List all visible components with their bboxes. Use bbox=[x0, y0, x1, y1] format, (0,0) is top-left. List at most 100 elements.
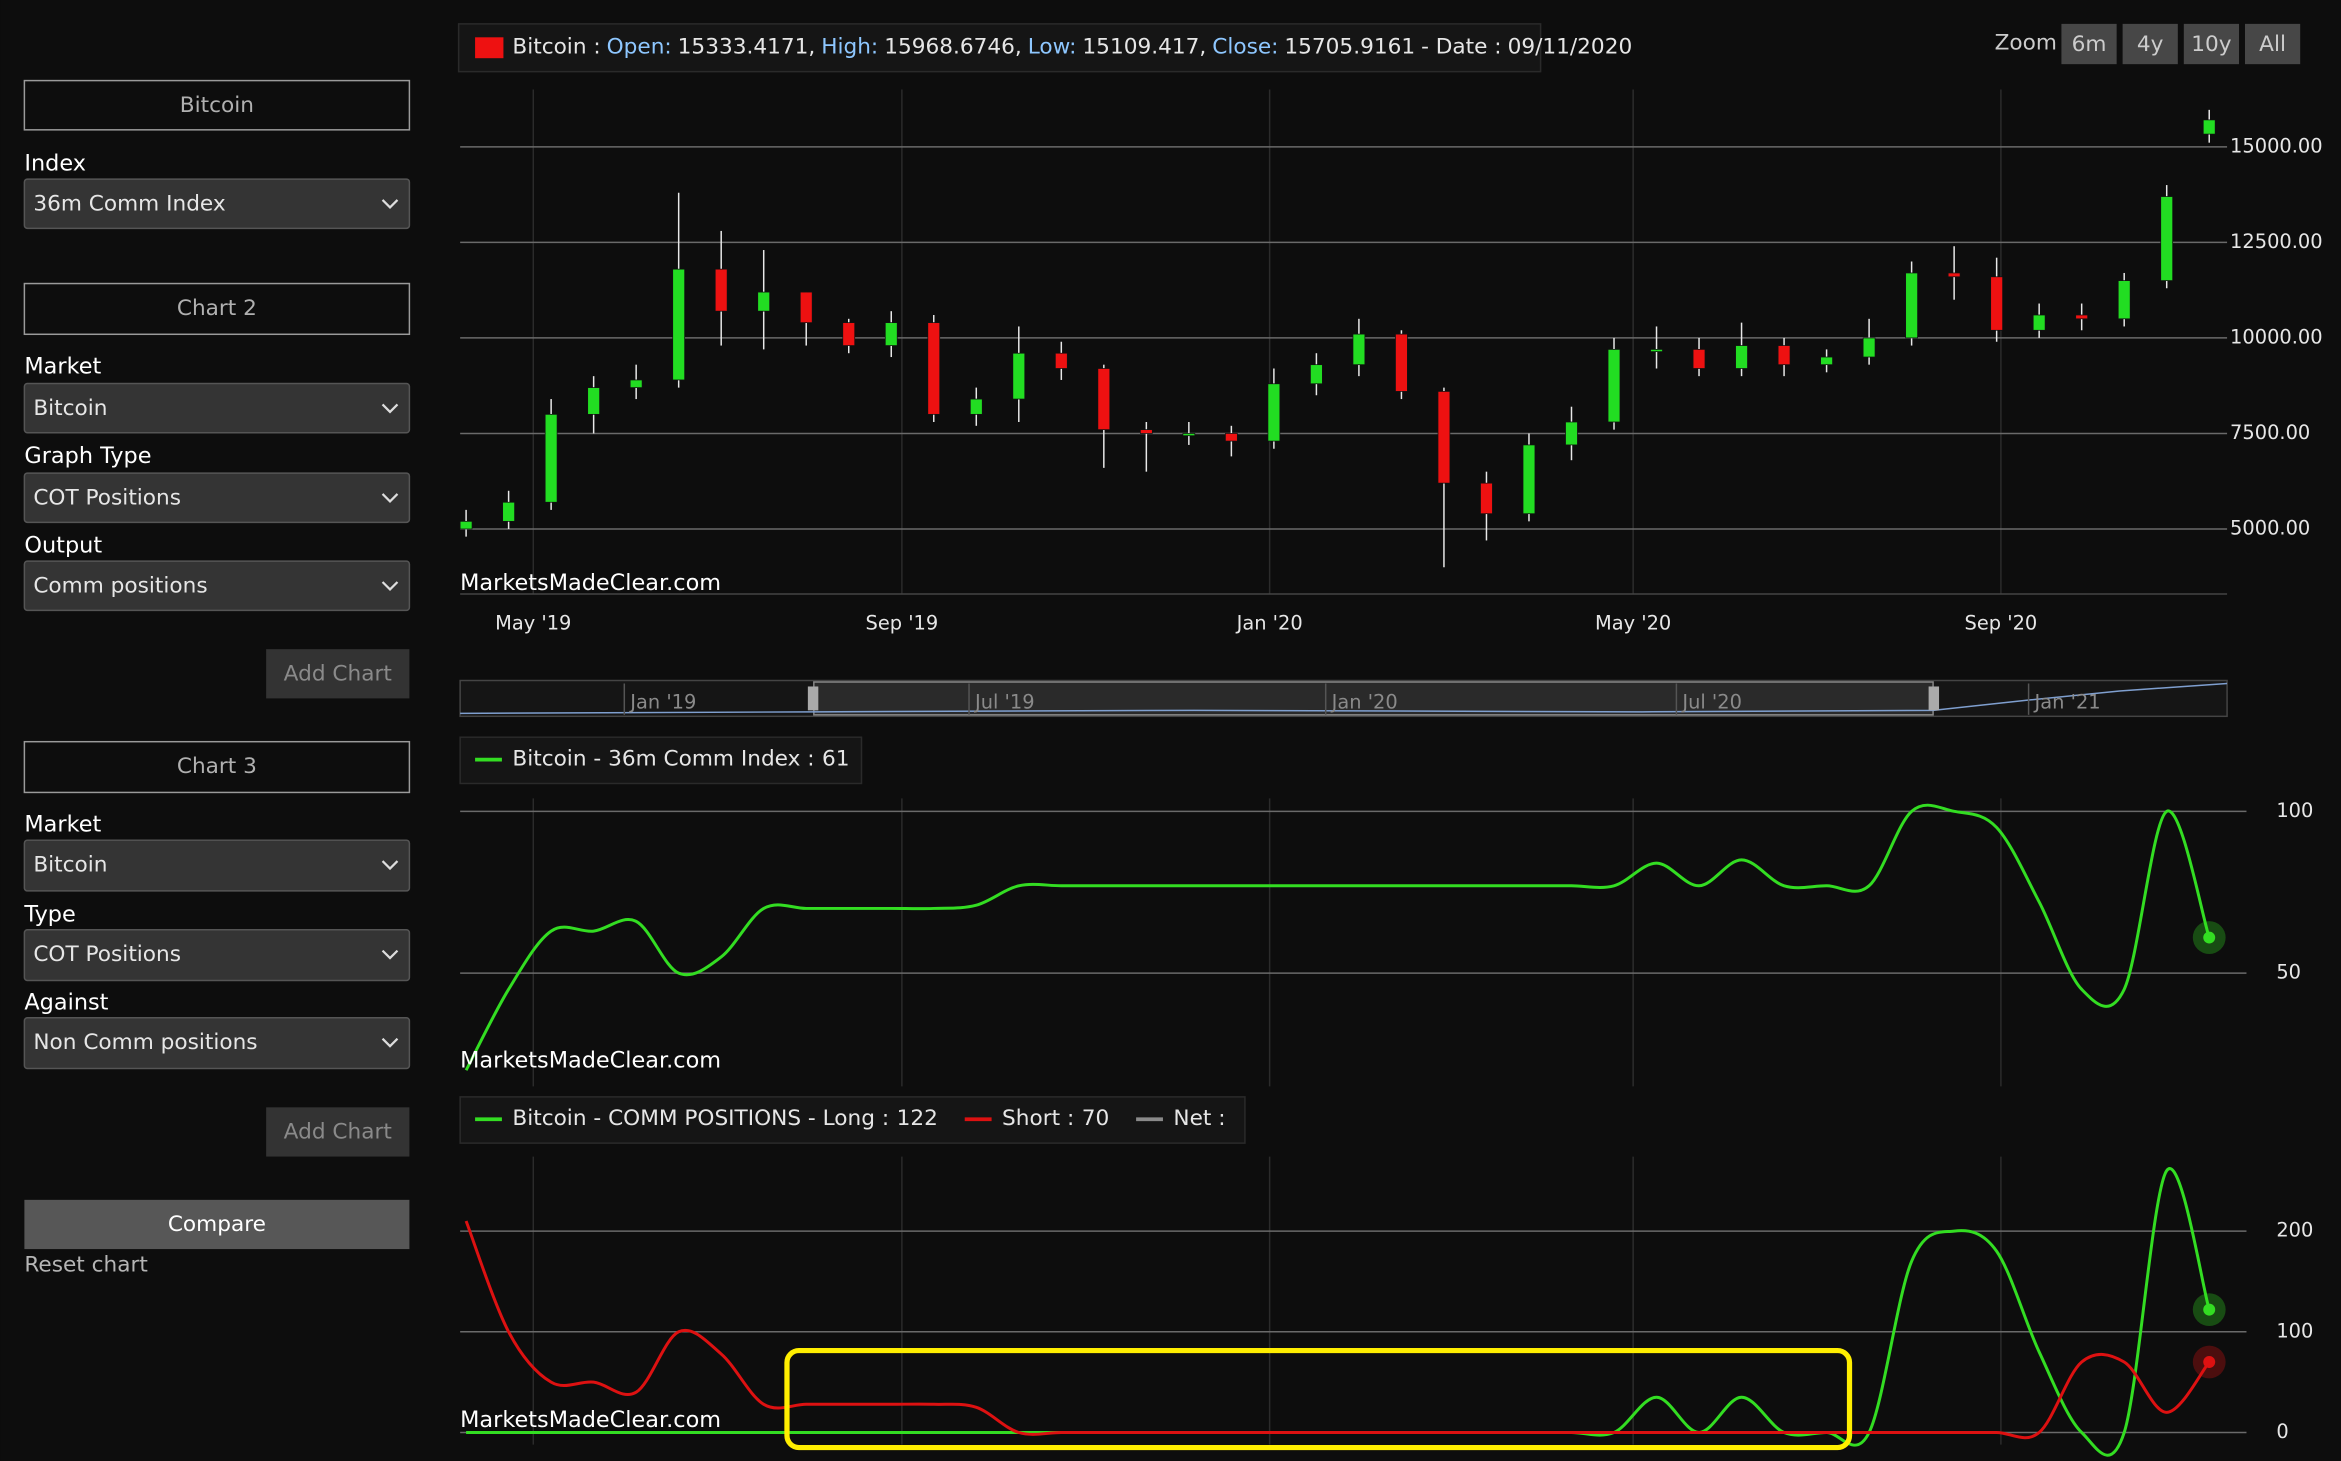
zoom-button[interactable]: All bbox=[2244, 23, 2301, 65]
dropdown[interactable]: Non Comm positions bbox=[23, 1017, 411, 1070]
dropdown-box[interactable] bbox=[23, 472, 411, 524]
button-box[interactable] bbox=[266, 1107, 410, 1157]
candle-body bbox=[1820, 356, 1833, 366]
dropdown-box[interactable] bbox=[23, 382, 411, 434]
button-label[interactable]: Add Chart bbox=[284, 662, 392, 687]
button-box[interactable] bbox=[266, 649, 410, 699]
chevron[interactable] bbox=[381, 1037, 399, 1048]
candle-body bbox=[1054, 352, 1068, 369]
navigator-handle[interactable] bbox=[1928, 686, 1940, 711]
button-label[interactable]: Add Chart bbox=[284, 1120, 392, 1145]
candle-body bbox=[1225, 433, 1238, 442]
candle-body bbox=[1182, 433, 1196, 437]
open-label: Open: bbox=[607, 35, 672, 60]
dropdown-value[interactable]: COT Positions bbox=[33, 485, 181, 510]
y-tick-label: 7500.00 bbox=[2230, 421, 2310, 444]
dropdown[interactable]: Bitcoin bbox=[23, 382, 411, 434]
chart-title-box bbox=[23, 79, 411, 131]
dropdown-value[interactable]: 36m Comm Index bbox=[33, 191, 226, 216]
dropdown-value[interactable]: Non Comm positions bbox=[33, 1030, 257, 1055]
y-tick-label: 0 bbox=[2276, 1420, 2288, 1443]
button-box[interactable] bbox=[2183, 23, 2240, 65]
y-tick-label: 15000.00 bbox=[2230, 134, 2323, 157]
dropdown-box[interactable] bbox=[23, 560, 411, 612]
y-tick-label: 10000.00 bbox=[2230, 325, 2323, 348]
candle-body bbox=[969, 398, 983, 415]
navigator-line bbox=[460, 682, 2228, 715]
chevron[interactable] bbox=[381, 860, 399, 871]
zoom-button[interactable]: 4y bbox=[2122, 23, 2178, 65]
candle-body bbox=[1480, 482, 1493, 515]
button-label[interactable]: 6m bbox=[2072, 32, 2107, 57]
navigator-handle[interactable] bbox=[807, 686, 819, 711]
watermark: MarketsMadeClear.com bbox=[460, 1048, 721, 1074]
candle-body bbox=[799, 291, 813, 324]
candle-body bbox=[1139, 429, 1153, 434]
zoom-button[interactable]: 6m bbox=[2061, 23, 2117, 65]
add-chart-button[interactable]: Add Chart bbox=[266, 1107, 410, 1157]
reset-link[interactable]: Reset chart bbox=[24, 1253, 147, 1278]
candle-body bbox=[1777, 345, 1791, 366]
compare-button[interactable]: Compare bbox=[24, 1199, 410, 1250]
dropdown[interactable]: 36m Comm Index bbox=[23, 178, 411, 230]
range-navigator[interactable]: Jan '19 Jul '19 Jan '20 Jul '20 Jan '21 bbox=[459, 679, 2228, 718]
zoom-button[interactable]: 10y bbox=[2183, 23, 2240, 65]
dropdown-box[interactable] bbox=[23, 928, 411, 982]
button-label[interactable]: 4y bbox=[2137, 32, 2164, 57]
dropdown-box[interactable] bbox=[23, 178, 411, 230]
chevron[interactable] bbox=[381, 199, 399, 210]
high-label: High: bbox=[821, 35, 878, 60]
dropdown-box[interactable] bbox=[23, 839, 411, 892]
y-tick-label: 200 bbox=[2276, 1219, 2313, 1242]
chevron[interactable] bbox=[381, 581, 399, 592]
button-box[interactable] bbox=[2122, 23, 2178, 65]
separator: , bbox=[808, 35, 815, 60]
button-box[interactable] bbox=[2061, 23, 2117, 65]
x-tick-label: Sep '19 bbox=[866, 611, 939, 634]
button-label[interactable]: Compare bbox=[168, 1212, 266, 1237]
button-box[interactable] bbox=[2244, 23, 2301, 65]
candle-body bbox=[1862, 337, 1876, 358]
x-tick-label: Jan '20 bbox=[1236, 611, 1303, 634]
dropdown-value[interactable]: Comm positions bbox=[33, 573, 207, 598]
y-tick-label: 5000.00 bbox=[2230, 516, 2310, 539]
candle-body bbox=[1352, 333, 1366, 366]
candle-body bbox=[1565, 421, 1578, 446]
dropdown-box[interactable] bbox=[23, 1017, 411, 1070]
y-tick-label: 50 bbox=[2276, 961, 2301, 984]
chevron[interactable] bbox=[381, 949, 399, 960]
series-line bbox=[464, 803, 2211, 1071]
button-box[interactable] bbox=[24, 1199, 410, 1250]
chevron[interactable] bbox=[381, 493, 399, 504]
chart-panel: May '19 Sep '19 Jan '20 May '20 Sep '20 5000.… bbox=[459, 89, 2323, 634]
header-box bbox=[457, 23, 1542, 73]
candle-body bbox=[1267, 383, 1281, 442]
button-label[interactable]: 10y bbox=[2191, 32, 2232, 57]
dropdown[interactable]: COT Positions bbox=[23, 472, 411, 524]
navigator-label: Jan '20 bbox=[1331, 690, 1398, 713]
dropdown-value[interactable]: Bitcoin bbox=[33, 396, 107, 421]
dropdown[interactable]: COT Positions bbox=[23, 928, 411, 982]
dropdown[interactable]: Bitcoin bbox=[23, 839, 411, 892]
x-tick-label: May '19 bbox=[495, 611, 571, 634]
button-label[interactable]: All bbox=[2259, 32, 2286, 57]
candle-body bbox=[1650, 349, 1663, 352]
open-value: 15333.4171 bbox=[678, 35, 809, 60]
chart-title-box bbox=[23, 282, 411, 336]
field-label: Index bbox=[24, 151, 86, 177]
dropdown-value[interactable]: COT Positions bbox=[33, 942, 181, 967]
add-chart-button[interactable]: Add Chart bbox=[266, 649, 410, 699]
chart-panel: 0 100 200 MarketsMadeClear.com Bitcoin - COM… bbox=[459, 1096, 2313, 1457]
low-value: 15109.417 bbox=[1082, 35, 1199, 60]
chart-title-box bbox=[23, 740, 411, 794]
chevron[interactable] bbox=[381, 403, 399, 414]
dropdown-value[interactable]: Bitcoin bbox=[33, 853, 107, 878]
dropdown[interactable]: Comm positions bbox=[23, 560, 411, 612]
chart-panel: 50 100 MarketsMadeClear.com Bitcoin - 36m C… bbox=[459, 736, 2313, 1087]
candle-body bbox=[1692, 349, 1706, 369]
candle-body bbox=[544, 413, 558, 503]
navigator-label: Jul '20 bbox=[1681, 690, 1742, 713]
candle-body bbox=[587, 387, 600, 415]
candle-body bbox=[672, 268, 686, 381]
date-label: - Date : bbox=[1421, 35, 1502, 60]
